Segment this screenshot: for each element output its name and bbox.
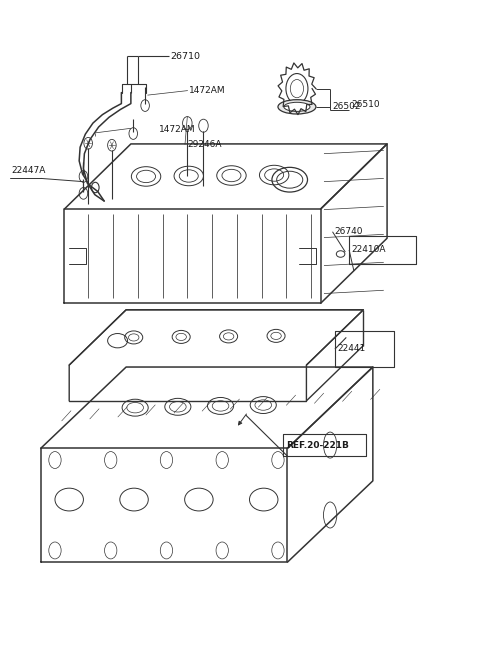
Circle shape [79,188,88,199]
Circle shape [108,139,116,151]
Circle shape [141,100,149,112]
Text: 26740: 26740 [334,227,362,236]
Text: 29246A: 29246A [187,140,221,149]
Text: REF.20-221B: REF.20-221B [287,441,349,449]
Circle shape [129,128,138,139]
Ellipse shape [278,100,316,114]
Text: 26710: 26710 [170,52,200,60]
Circle shape [79,171,88,182]
Circle shape [182,117,192,130]
Text: 1472AM: 1472AM [189,86,226,95]
Text: 22410A: 22410A [351,245,385,255]
Text: 26502: 26502 [333,102,361,112]
Text: 22441: 22441 [337,344,365,354]
Ellipse shape [284,102,310,112]
Text: 22447A: 22447A [12,166,46,175]
Text: 1472AM: 1472AM [159,125,196,134]
Circle shape [199,119,208,133]
Circle shape [84,137,93,149]
Ellipse shape [336,251,345,257]
Text: 26510: 26510 [351,100,380,110]
